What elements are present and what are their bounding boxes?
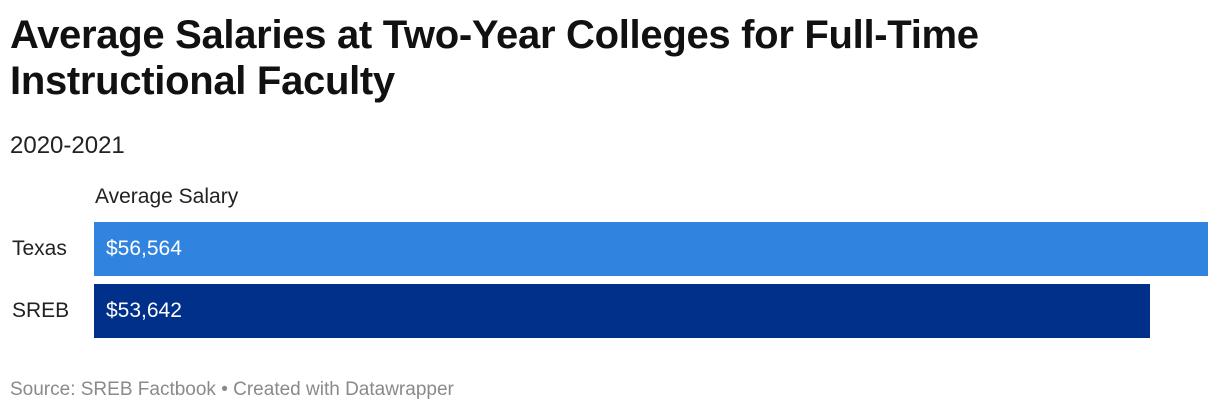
bar-value-label-texas: $56,564 <box>106 237 182 260</box>
row-label-sreb: SREB <box>12 299 70 322</box>
row-label-texas: Texas <box>12 237 67 260</box>
bar-texas <box>94 222 1208 276</box>
chart-title: Average Salaries at Two-Year Colleges fo… <box>10 13 979 103</box>
bar-sreb <box>94 284 1150 338</box>
column-header: Average Salary <box>95 185 239 208</box>
chart-subtitle: 2020-2021 <box>10 132 125 159</box>
source-footer: Source: SREB Factbook • Created with Dat… <box>10 379 454 400</box>
bar-value-label-sreb: $53,642 <box>106 299 182 322</box>
